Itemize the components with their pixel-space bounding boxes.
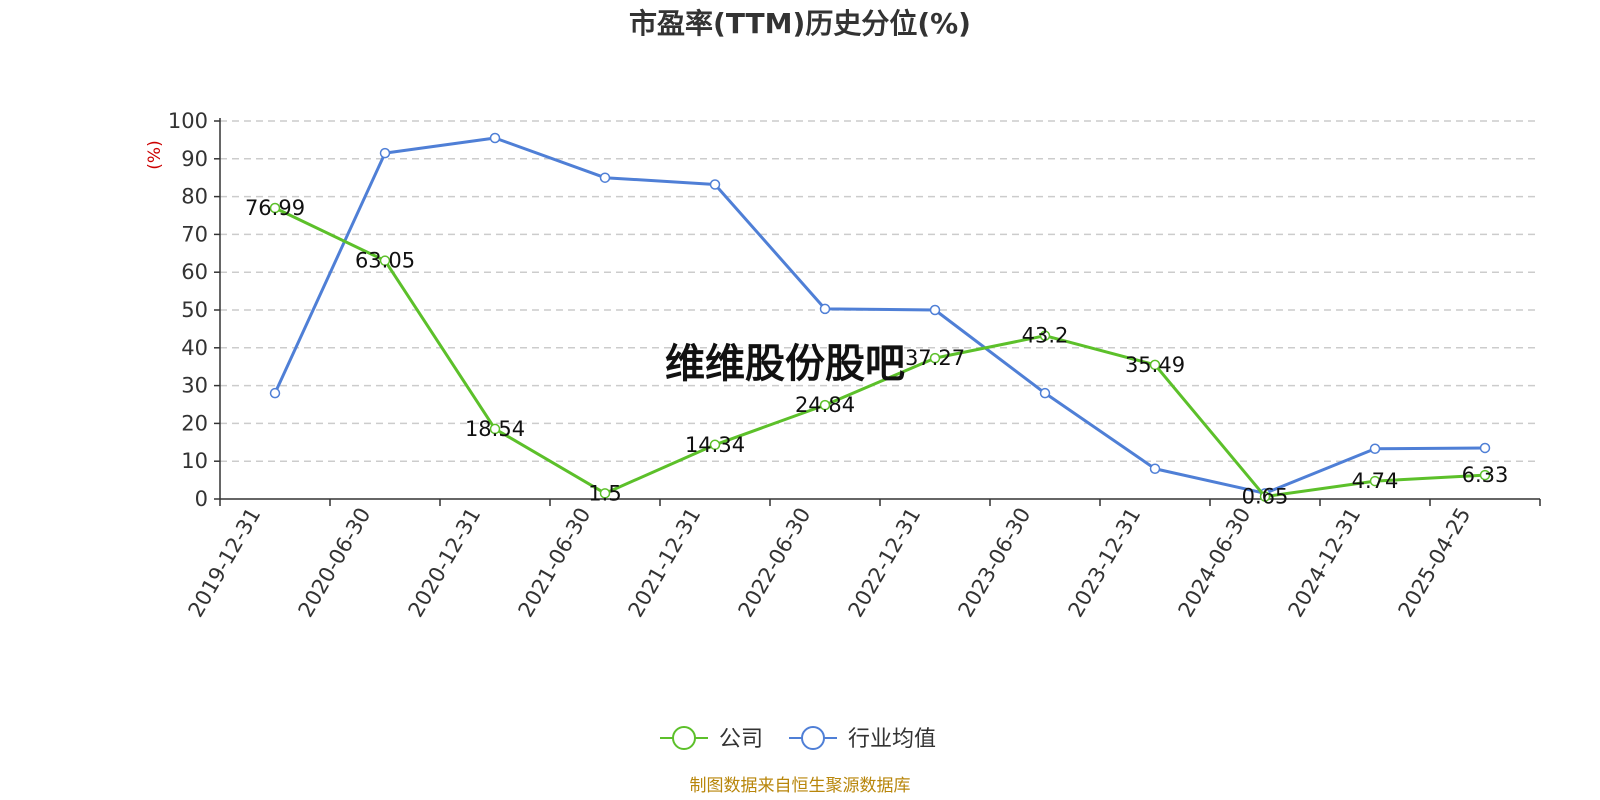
company-data-label: 4.74 bbox=[1352, 469, 1399, 493]
industry-average-data-point[interactable] bbox=[929, 304, 941, 316]
y-tick-label: 100 bbox=[168, 109, 208, 133]
grid-lines bbox=[220, 120, 1540, 462]
chart-title: 市盈率(TTM)历史分位(%) bbox=[629, 7, 971, 40]
company-data-point[interactable] bbox=[599, 488, 611, 499]
industry-average-data-point[interactable] bbox=[819, 303, 831, 315]
company-data-point[interactable] bbox=[709, 439, 721, 451]
industry-average-data-point[interactable] bbox=[489, 132, 501, 144]
company-data-point[interactable] bbox=[269, 202, 281, 214]
company-data-point[interactable] bbox=[1259, 491, 1271, 502]
legend-item-industry-average[interactable]: 行业均值 bbox=[789, 726, 936, 752]
company-data-label: 18.54 bbox=[465, 417, 525, 441]
x-tick-label: 2022-12-31 bbox=[844, 504, 926, 622]
company-data-label: 14.34 bbox=[685, 433, 745, 457]
company-data-label: 6.33 bbox=[1462, 463, 1509, 487]
industry-average-data-point[interactable] bbox=[1479, 442, 1491, 454]
y-tick-labels: 0 10 20 30 40 50 60 70 80 90 100 bbox=[168, 109, 208, 511]
y-tick-label: 0 bbox=[195, 487, 208, 511]
company-data-point[interactable] bbox=[489, 423, 501, 435]
legend-company-marker bbox=[672, 726, 696, 750]
x-tick-label: 2024-06-30 bbox=[1174, 504, 1256, 622]
legend-industry-label: 行业均值 bbox=[848, 727, 936, 752]
y-axis-unit-label: (%) bbox=[145, 140, 165, 169]
watermark-text: 维维股份股吧 bbox=[665, 341, 905, 387]
company-data-label: 63.05 bbox=[355, 249, 415, 273]
company-data-label: 0.65 bbox=[1242, 485, 1289, 509]
company-data-label: 24.84 bbox=[795, 393, 855, 417]
legend-industry-marker bbox=[801, 726, 825, 750]
company-data-label: 35.49 bbox=[1125, 353, 1185, 377]
y-tick-label: 80 bbox=[181, 185, 208, 209]
y-tick-label: 30 bbox=[181, 374, 208, 398]
x-tick-label: 2020-12-31 bbox=[404, 504, 486, 622]
industry-average-series-line bbox=[273, 136, 1486, 495]
industry-average-data-point[interactable] bbox=[1369, 443, 1381, 454]
x-tick-label: 2019-12-31 bbox=[184, 504, 266, 622]
company-data-label: 76.99 bbox=[245, 196, 305, 220]
x-tick-labels: 2019-12-31 2020-06-30 2020-12-31 2021-06-30… bbox=[184, 504, 1476, 622]
x-tick-label: 2023-06-30 bbox=[954, 504, 1036, 622]
company-data-point[interactable] bbox=[1039, 330, 1051, 341]
y-tick-label: 60 bbox=[181, 260, 208, 284]
company-data-label: 43.2 bbox=[1022, 324, 1069, 348]
company-data-label: 1.5 bbox=[588, 481, 621, 505]
y-tick-label: 90 bbox=[181, 147, 208, 171]
x-tick-label: 2020-06-30 bbox=[294, 504, 376, 622]
x-tick-label: 2025-04-25 bbox=[1394, 504, 1476, 622]
y-tick-label: 70 bbox=[181, 222, 208, 246]
company-series-line bbox=[274, 206, 1486, 499]
legend[interactable]: 公司 行业均值 bbox=[660, 726, 936, 752]
company-data-point[interactable] bbox=[1479, 469, 1491, 481]
axes bbox=[214, 118, 1541, 506]
y-tick-label: 10 bbox=[181, 449, 208, 473]
x-tick-label: 2021-06-30 bbox=[514, 504, 596, 622]
industry-average-data-point[interactable] bbox=[1039, 387, 1051, 399]
x-tick-label: 2021-12-31 bbox=[624, 504, 706, 622]
x-tick-label: 2022-06-30 bbox=[734, 504, 816, 622]
y-tick-label: 40 bbox=[181, 336, 208, 360]
company-data-point[interactable] bbox=[929, 352, 941, 364]
data-source-note: 制图数据来自恒生聚源数据库 bbox=[690, 776, 911, 796]
industry-average-data-point[interactable] bbox=[599, 172, 611, 183]
data-labels: 76.99 63.05 18.54 1.5 14.34 24.84 37.27 43.2 35.… bbox=[245, 196, 1508, 509]
legend-company-label: 公司 bbox=[719, 727, 763, 752]
company-data-point[interactable] bbox=[1369, 475, 1381, 487]
legend-item-company[interactable]: 公司 bbox=[660, 726, 763, 752]
y-tick-label: 50 bbox=[181, 298, 208, 322]
industry-average-data-point[interactable] bbox=[379, 147, 391, 159]
x-tick-label: 2024-12-31 bbox=[1284, 504, 1366, 622]
industry-average-data-point[interactable] bbox=[269, 387, 281, 399]
series-lines bbox=[269, 132, 1491, 502]
industry-average-data-point[interactable] bbox=[1149, 463, 1161, 475]
company-data-point[interactable] bbox=[819, 399, 831, 411]
company-data-point[interactable] bbox=[1149, 359, 1161, 371]
industry-average-data-point[interactable] bbox=[709, 179, 721, 190]
company-data-point[interactable] bbox=[379, 255, 391, 266]
x-tick-label: 2023-12-31 bbox=[1064, 504, 1146, 622]
company-data-label: 37.27 bbox=[905, 346, 965, 370]
y-tick-label: 20 bbox=[181, 411, 208, 435]
